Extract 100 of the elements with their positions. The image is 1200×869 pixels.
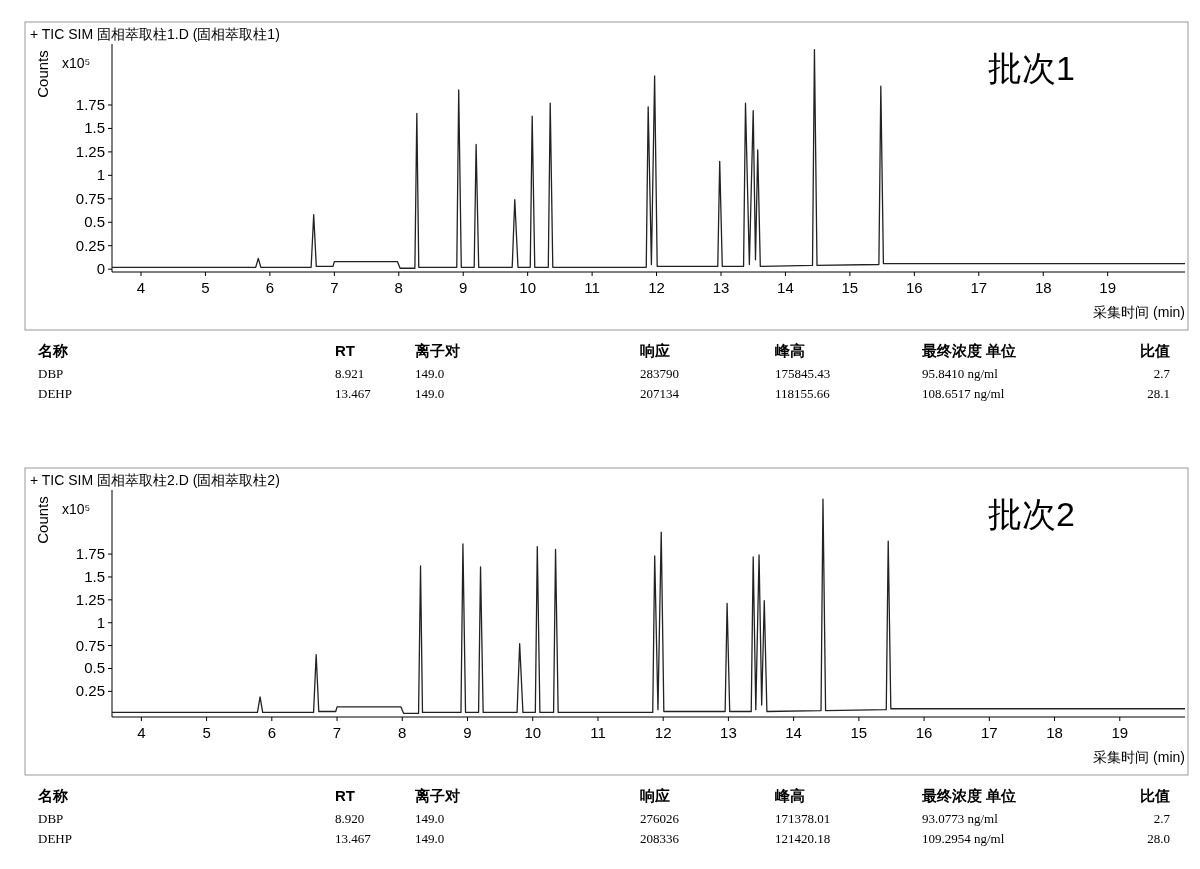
- x-tick-label: 11: [590, 724, 606, 741]
- annotation: 批次2: [988, 495, 1075, 533]
- y-tick-label: 1.25: [75, 142, 105, 160]
- x-tick-label: 6: [267, 724, 276, 741]
- x-tick-label: 13: [720, 724, 737, 741]
- line-series: [111, 48, 1186, 269]
- x-tick-label: 13: [712, 279, 730, 296]
- text: 171378.01: [775, 811, 831, 826]
- x-tick-label: 18: [1046, 724, 1063, 741]
- y-tick-label: 1: [96, 613, 105, 631]
- category-label: 比值: [1140, 787, 1170, 804]
- category-label: 比值: [1140, 342, 1170, 359]
- x-tick-label: 19: [1099, 279, 1117, 296]
- text: 149.0: [415, 386, 445, 401]
- category-label: 最终浓度 单位: [921, 342, 1017, 359]
- annotation: 批次1: [988, 49, 1075, 87]
- y-tick-label: 1.5: [84, 567, 105, 585]
- y-tick-label: 1: [96, 166, 105, 184]
- text: x10⁵: [62, 501, 91, 517]
- chart-title: + TIC SIM 固相萃取柱2.D (固相萃取柱2): [30, 472, 280, 488]
- x-tick-label: 7: [330, 279, 339, 296]
- category-label: RT: [335, 787, 355, 804]
- text: 149.0: [415, 831, 445, 846]
- category-label: 离子对: [414, 342, 460, 359]
- category-label: 离子对: [414, 787, 460, 804]
- x-tick-label: 18: [1034, 279, 1052, 296]
- text: 8.920: [335, 811, 365, 826]
- text: DEHP: [38, 831, 72, 846]
- x-tick-label: 17: [970, 279, 988, 296]
- x-tick-label: 12: [648, 279, 665, 296]
- y-axis-title: Counts: [34, 496, 51, 544]
- x-tick-label: 9: [459, 279, 468, 296]
- x-tick-label: 6: [265, 279, 275, 296]
- x-tick-label: 16: [915, 724, 933, 741]
- text: 149.0: [415, 366, 445, 381]
- x-tick-label: 7: [332, 724, 342, 741]
- x-tick-label: 19: [1111, 724, 1129, 741]
- category-label: 名称: [37, 342, 69, 359]
- x-tick-label: 10: [524, 724, 542, 741]
- y-tick-label: 0: [96, 260, 105, 278]
- y-tick-label: 0.75: [75, 189, 105, 207]
- x-tick-label: 16: [905, 279, 923, 296]
- text: 149.0: [415, 811, 445, 826]
- category-label: 响应: [640, 342, 670, 359]
- x-tick-label: 15: [841, 279, 859, 296]
- category-label: 峰高: [775, 342, 805, 359]
- text: 108.6517 ng/ml: [922, 386, 1005, 401]
- x-tick-label: 11: [584, 279, 600, 296]
- x-tick-label: 4: [136, 279, 146, 296]
- category-label: 最终浓度 单位: [921, 787, 1017, 804]
- text: 28.1: [1147, 386, 1170, 401]
- x-tick-label: 12: [654, 724, 672, 741]
- y-tick-label: 1.75: [75, 95, 105, 113]
- text: 13.467: [335, 831, 371, 846]
- text: 13.467: [335, 386, 371, 401]
- x-tick-label: 8: [394, 279, 403, 296]
- text: 109.2954 ng/ml: [922, 831, 1005, 846]
- text: 118155.66: [775, 386, 830, 401]
- x-axis-title: 采集时间 (min): [1093, 749, 1185, 765]
- x-tick-label: 17: [980, 724, 998, 741]
- text: 276026: [640, 811, 679, 826]
- text: 2.7: [1153, 366, 1170, 381]
- text: 208336: [640, 831, 679, 846]
- y-tick-label: 1.75: [75, 545, 105, 563]
- text: 95.8410 ng/ml: [922, 366, 998, 381]
- x-tick-label: 5: [202, 724, 211, 741]
- category-label: 响应: [640, 787, 670, 804]
- y-tick-label: 0.25: [75, 682, 105, 700]
- text: 93.0773 ng/ml: [922, 811, 998, 826]
- x-tick-label: 15: [850, 724, 868, 741]
- x-tick-label: 10: [519, 279, 537, 296]
- text: DBP: [38, 811, 64, 826]
- text: 28.0: [1147, 831, 1170, 846]
- text: 175845.43: [775, 366, 831, 381]
- text: 207134: [640, 386, 679, 401]
- text: DBP: [38, 366, 64, 381]
- line-series: [111, 498, 1186, 714]
- category-label: RT: [335, 342, 355, 359]
- y-tick-label: 1.5: [84, 119, 105, 137]
- x-tick-label: 8: [398, 724, 407, 741]
- text: x10⁵: [62, 55, 91, 71]
- x-tick-label: 14: [785, 724, 802, 741]
- text: 8.921: [335, 366, 365, 381]
- y-axis-title: Counts: [34, 50, 51, 98]
- x-tick-label: 5: [201, 279, 210, 296]
- x-tick-label: 4: [137, 724, 146, 741]
- category-label: 峰高: [775, 787, 805, 804]
- y-tick-label: 1.25: [75, 590, 105, 608]
- x-tick-label: 14: [777, 279, 794, 296]
- text: 283790: [640, 366, 679, 381]
- text: DEHP: [38, 386, 72, 401]
- chart-title: + TIC SIM 固相萃取柱1.D (固相萃取柱1): [30, 26, 280, 42]
- category-label: 名称: [37, 787, 69, 804]
- text: 2.7: [1153, 811, 1170, 826]
- text: 121420.18: [775, 831, 831, 846]
- y-tick-label: 0.5: [84, 213, 105, 231]
- y-tick-label: 0.5: [84, 659, 105, 677]
- y-tick-label: 0.25: [75, 236, 105, 254]
- x-tick-label: 9: [463, 724, 472, 741]
- y-tick-label: 0.75: [75, 636, 105, 654]
